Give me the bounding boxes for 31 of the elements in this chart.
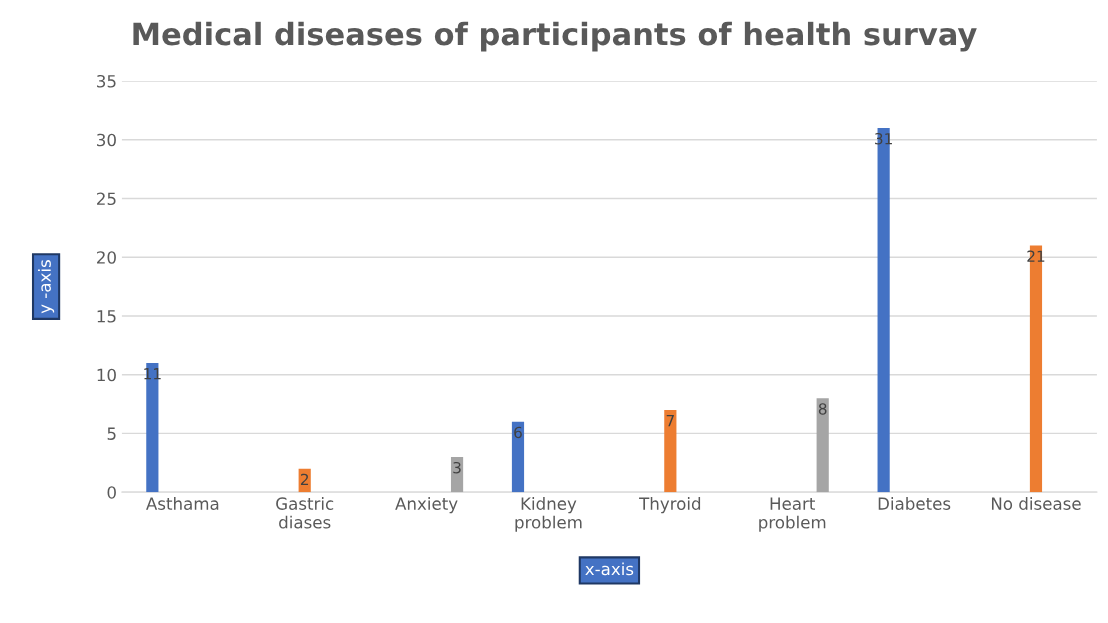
data-label: 6 bbox=[514, 426, 522, 439]
x-tick-label: Heart problem bbox=[759, 497, 826, 532]
x-tick-label: Kidney problem bbox=[515, 497, 582, 532]
data-label: 7 bbox=[666, 415, 674, 427]
y-tick-label: 10 bbox=[97, 368, 116, 382]
x-tick-label: No disease bbox=[991, 497, 1081, 510]
chart-title: Medical diseases of participants of health survay bbox=[133, 21, 977, 52]
bar bbox=[664, 409, 677, 493]
y-tick-label: 5 bbox=[107, 427, 116, 440]
bar bbox=[877, 127, 890, 493]
data-label: 2 bbox=[300, 473, 309, 485]
x-tick-label: Thyroid bbox=[639, 497, 701, 514]
x-tick-label: Diabetes bbox=[878, 497, 951, 510]
x-tick-label: Gastric diases bbox=[276, 497, 334, 529]
bar bbox=[511, 421, 525, 493]
bar bbox=[1029, 245, 1043, 493]
x-tick-label: Asthama bbox=[146, 497, 219, 510]
x-axis-title: x-axis bbox=[585, 562, 634, 576]
bar bbox=[146, 362, 159, 493]
bar bbox=[450, 456, 464, 493]
y-tick-label: 30 bbox=[97, 133, 116, 147]
y-axis-title: y -axis bbox=[38, 260, 55, 314]
x-tick-label: Anxiety bbox=[395, 497, 458, 514]
data-label: 8 bbox=[818, 403, 827, 415]
y-tick-label: 0 bbox=[107, 486, 116, 499]
bar bbox=[816, 398, 829, 493]
y-tick-label: 35 bbox=[97, 74, 116, 88]
data-label: 3 bbox=[453, 461, 461, 474]
y-tick-label: 25 bbox=[97, 192, 116, 206]
y-tick-label: 15 bbox=[97, 310, 116, 323]
y-tick-label: 20 bbox=[97, 251, 116, 264]
